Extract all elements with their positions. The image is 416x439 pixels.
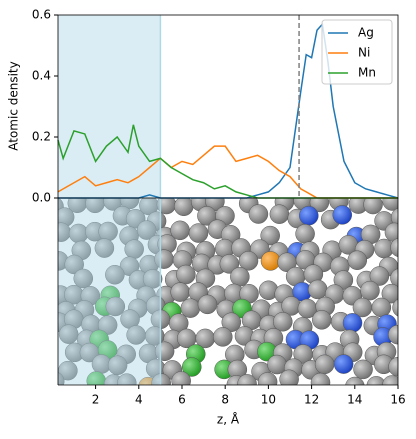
legend-box	[321, 19, 393, 85]
plot-frame	[57, 14, 399, 199]
atom	[237, 374, 257, 385]
atom	[58, 324, 79, 344]
atom	[180, 298, 201, 318]
y-tick-label: 0.6	[32, 8, 51, 22]
atom	[105, 296, 126, 317]
atom	[105, 264, 125, 285]
atom	[382, 198, 398, 211]
atom	[174, 198, 194, 217]
atom	[360, 280, 380, 301]
atom	[219, 254, 240, 274]
atom	[390, 268, 398, 288]
atom	[238, 251, 259, 271]
atom	[392, 298, 398, 317]
atom	[119, 256, 140, 276]
x-tick-label: 10	[261, 393, 276, 407]
y-tick-label: 0.0	[32, 191, 51, 205]
atom	[279, 369, 299, 385]
atom	[363, 198, 383, 215]
atom	[384, 222, 398, 243]
atom	[171, 371, 191, 385]
atom	[366, 376, 387, 385]
atom	[369, 266, 390, 286]
atom	[197, 294, 218, 315]
x-tick-label: 4	[135, 393, 143, 407]
legend-label: Ni	[358, 46, 370, 60]
x-tick-label: 12	[304, 393, 319, 407]
atom	[94, 238, 115, 258]
x-tick-label: 14	[347, 393, 362, 407]
atom	[117, 373, 137, 385]
atom	[353, 359, 373, 380]
atom	[388, 356, 398, 377]
legend-label: Ag	[358, 26, 374, 40]
atom	[119, 198, 140, 210]
atom	[381, 283, 398, 304]
atom	[151, 373, 171, 385]
atom	[188, 223, 209, 243]
atom	[213, 327, 233, 347]
x-tick-label: 6	[178, 393, 186, 407]
atom	[182, 357, 202, 377]
atom	[333, 270, 354, 290]
atom	[260, 251, 281, 271]
y-tick-label: 0.4	[32, 69, 51, 83]
x-tick-label: 2	[92, 393, 100, 407]
atom	[107, 355, 128, 375]
atom	[260, 225, 280, 246]
atom	[269, 204, 290, 224]
y-tick-label: 0.2	[32, 130, 51, 144]
atom	[257, 372, 278, 385]
shaded-region	[58, 15, 161, 385]
x-tick-label: 16	[390, 393, 405, 407]
atom	[312, 310, 332, 330]
atom-image	[58, 198, 398, 385]
atom	[267, 354, 287, 375]
atom	[58, 372, 65, 385]
atom	[390, 207, 398, 227]
atom	[371, 297, 392, 318]
y-axis-label: Atomic density	[7, 61, 21, 150]
legend-label: Mn	[358, 66, 376, 80]
atom	[333, 354, 354, 374]
atom	[176, 264, 196, 285]
atom	[332, 205, 353, 225]
atom	[230, 267, 250, 287]
atom	[295, 224, 315, 244]
atom	[73, 268, 94, 289]
atom	[314, 354, 335, 375]
atom	[310, 372, 331, 385]
x-axis-label: z, Å	[217, 412, 240, 427]
atom	[170, 282, 190, 302]
atom	[248, 204, 269, 224]
atom	[382, 375, 398, 385]
atom	[273, 312, 293, 332]
atom	[64, 254, 84, 275]
x-tick-label: 8	[221, 393, 229, 407]
atom	[136, 220, 157, 240]
atom	[345, 376, 365, 385]
atom	[342, 313, 363, 333]
atom	[347, 250, 368, 270]
atom	[221, 312, 242, 332]
atom	[299, 205, 319, 226]
atom	[307, 279, 328, 300]
atom	[390, 237, 398, 258]
